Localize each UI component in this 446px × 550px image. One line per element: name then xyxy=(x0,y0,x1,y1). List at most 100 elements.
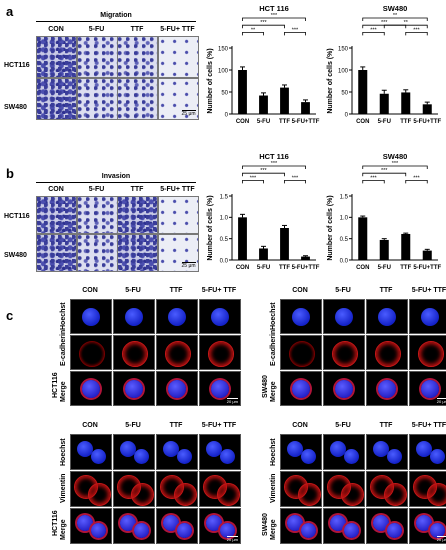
bar xyxy=(280,228,289,260)
invasion-micrograph xyxy=(76,234,118,272)
vim-sw480-cell xyxy=(330,441,346,457)
vim-sw480-cell xyxy=(287,441,303,457)
x-tick-label: TTF xyxy=(279,265,290,271)
ecad-sw480-image xyxy=(409,299,446,334)
migration-scale-bar: 25 μm xyxy=(181,110,196,117)
invasion-cond-0: CON xyxy=(48,186,64,193)
vim-sw480-image xyxy=(409,471,446,507)
ecad-sw480-scale-bar: 20 μm xyxy=(436,398,446,404)
chart-migration-sw480: SW480 Number of cells (%) 0 50 100 150 CON 5-FU… xyxy=(327,4,441,125)
vim-sw480-cell xyxy=(430,449,445,464)
x-tick-label: CON xyxy=(356,119,369,125)
ecad-sw480-image xyxy=(323,299,365,334)
significance-bracket xyxy=(362,172,407,177)
migration-cond-0: CON xyxy=(48,26,64,33)
panel-b-label: b xyxy=(6,166,14,181)
vim-hct116-cell xyxy=(163,515,179,531)
significance-bracket xyxy=(242,172,285,177)
ecad-sw480-image xyxy=(280,371,322,406)
confocal-ecad-hct116: CON 5-FU TTF 5-FU+ TTF HCT116 Hoechst E-cadher… xyxy=(52,287,241,411)
migration-cond-1: 5-FU xyxy=(88,26,105,33)
ecad-sw480-cond-0: CON xyxy=(292,287,308,294)
vim-sw480-cell xyxy=(416,441,432,457)
panel-c-label: c xyxy=(6,308,14,323)
ecad-sw480-image xyxy=(366,299,408,334)
significance-bracket xyxy=(383,24,428,29)
ecad-hct116-cell xyxy=(168,380,186,398)
vim-hct116-image xyxy=(70,508,112,544)
x-tick-label: 5-FU+TTF xyxy=(292,265,320,271)
vim-sw480-cell xyxy=(301,449,316,464)
vim-hct116-cell xyxy=(163,441,179,457)
significance-label: *** xyxy=(260,168,267,174)
vim-hct116-cell xyxy=(134,523,149,538)
vim-sw480-image xyxy=(366,471,408,507)
vim-sw480-image xyxy=(366,508,408,544)
vim-sw480-cond-1: 5-FU xyxy=(335,422,351,429)
ecad-sw480-image xyxy=(323,371,365,406)
vim-sw480-image xyxy=(323,471,365,507)
vim-sw480-cell xyxy=(330,515,346,531)
chart-title: SW480 xyxy=(383,4,408,13)
vim-sw480-scale-bar: 20 μm xyxy=(436,536,446,542)
chart-invasion-hct116: HCT 116 Number of cells (%) 0.0 0.5 1.0 1.5 CO… xyxy=(207,152,320,271)
significance-label: *** xyxy=(370,27,377,33)
ecad-hct116-cell xyxy=(211,308,229,326)
ecad-hct116-image xyxy=(199,299,241,334)
vim-sw480-image xyxy=(323,508,365,544)
vim-sw480-cell xyxy=(427,483,446,506)
condition-header-b: CON 5-FU TTF 5-FU+ TTF xyxy=(36,186,196,196)
vim-sw480-cell xyxy=(301,523,316,538)
significance-label: *** xyxy=(370,175,377,181)
ecad-hct116-image: 20 μm xyxy=(199,371,241,406)
y-tick-label: 50 xyxy=(221,90,228,96)
ecad-sw480-row-label: Merge xyxy=(270,381,277,402)
y-tick-label: 0.0 xyxy=(340,258,349,264)
significance-label: *** xyxy=(271,13,278,19)
vim-hct116-image xyxy=(113,471,155,507)
ecad-hct116-scale-bar: 20 μm xyxy=(226,398,238,404)
ecad-hct116-image xyxy=(70,335,112,370)
ecad-sw480-cell xyxy=(378,308,396,326)
vim-sw480-cond-2: TTF xyxy=(379,422,393,429)
vim-sw480-row-label: Merge xyxy=(270,519,277,540)
migration-micrograph xyxy=(76,78,118,120)
y-axis-label: Number of cells (%) xyxy=(207,195,214,260)
vim-hct116-image xyxy=(199,471,241,507)
x-tick-label: TTF xyxy=(400,265,411,271)
vim-sw480-cell xyxy=(387,523,402,538)
vim-hct116-row-label: Vimentin xyxy=(60,473,67,503)
vim-hct116-cell xyxy=(131,483,154,506)
vim-hct116-image xyxy=(156,434,198,470)
ecad-sw480-cell xyxy=(378,380,396,398)
bar xyxy=(238,217,247,260)
migration-micrograph xyxy=(157,36,199,78)
vim-hct116-cell xyxy=(206,515,222,531)
ecad-hct116-cell xyxy=(208,341,234,367)
migration-micrograph xyxy=(117,78,158,120)
vim-hct116-scale-bar: 20 μm xyxy=(226,536,238,542)
y-tick-label: 150 xyxy=(218,46,229,52)
invasion-image-grid: 25 μm xyxy=(36,196,199,272)
x-tick-label: 5-FU xyxy=(378,119,391,125)
y-tick-label: 1.0 xyxy=(340,216,349,222)
vim-hct116-cond-3: 5-FU+ TTF xyxy=(201,422,237,429)
ecad-sw480-cell xyxy=(421,308,439,326)
ecad-hct116-cell xyxy=(125,308,143,326)
ecad-hct116-cell xyxy=(122,341,148,367)
ecad-sw480-row-label: E-cadherin xyxy=(270,329,277,366)
ecad-hct116-image xyxy=(113,371,155,406)
chart-migration-hct116: HCT 116 Number of cells (%) 0 50 100 150 CON 5-… xyxy=(207,4,320,125)
x-tick-label: TTF xyxy=(279,119,290,125)
vim-sw480-row-label: Hoechst xyxy=(270,438,277,466)
ecad-sw480-cell xyxy=(332,341,358,367)
y-axis-label: Number of cells (%) xyxy=(207,48,214,113)
ecad-hct116-cond-3: 5-FU+ TTF xyxy=(201,287,237,294)
ecad-sw480-cell xyxy=(418,341,444,367)
vim-hct116-image xyxy=(113,508,155,544)
vim-hct116-cond-2: TTF xyxy=(169,422,183,429)
vim-sw480-cell-line: SW480 xyxy=(262,513,269,536)
significance-bracket xyxy=(242,17,306,21)
vim-hct116-cell xyxy=(174,483,197,506)
migration-micrograph xyxy=(36,78,77,120)
